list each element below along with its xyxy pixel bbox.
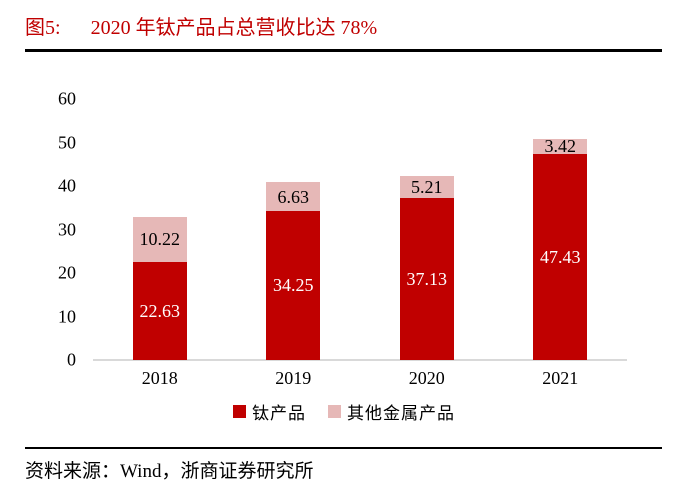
bar-segment-label: 10.22 (139, 229, 181, 250)
bar-segment: 5.21 (399, 175, 454, 199)
x-axis-label: 2019 (275, 368, 312, 388)
figure-title-text: 2020 年钛产品占总营收比达 78% (90, 17, 378, 39)
bar-segment-label: 47.43 (540, 246, 581, 267)
bar-segment: 6.63 (266, 182, 321, 211)
x-axis-label: 2020 (408, 368, 445, 388)
bar-segment: 47.43 (533, 153, 588, 360)
bar-segment-label: 37.13 (406, 269, 448, 290)
bar-segment-label: 6.63 (277, 186, 310, 207)
legend-label: 钛产品 (252, 403, 306, 423)
bar-segment-label: 3.42 (544, 136, 577, 157)
legend-item: 钛产品 (233, 399, 306, 424)
y-axis-tick-label: 30 (58, 219, 76, 239)
source-divider (25, 447, 662, 449)
bar-segment: 10.22 (132, 217, 187, 262)
y-axis-tick-label: 40 (58, 175, 76, 196)
title-underline (25, 49, 662, 52)
x-axis-label: 2018 (141, 368, 178, 388)
y-axis-tick-label: 20 (58, 262, 76, 283)
legend-swatch (233, 404, 246, 418)
bar-segment-label: 34.25 (273, 275, 314, 296)
x-axis-label: 2021 (542, 368, 579, 388)
stacked-bar-chart: 0 10 20 30 40 50 60 22.63 10.22 34.25 6.63 37.13 5.… (0, 60, 688, 400)
legend-swatch (328, 404, 341, 418)
bar-segment-label: 22.63 (139, 300, 181, 321)
y-axis-tick-label: 50 (58, 132, 76, 152)
y-axis-tick-label: 10 (58, 306, 76, 326)
chart-legend: 钛产品 其他金属产品 (0, 398, 688, 424)
legend-item: 其他金属产品 (328, 399, 455, 424)
figure-title: 图5: 2020 年钛产品占总营收比达 78% (25, 11, 377, 40)
legend-label: 其他金属产品 (347, 403, 455, 423)
bar-segment: 3.42 (533, 136, 588, 157)
x-axis-baseline (93, 359, 627, 361)
y-axis-tick-label: 0 (67, 349, 76, 370)
bar-segment: 34.25 (266, 211, 321, 360)
source-text: 资料来源：Wind，浙商证券研究所 (25, 461, 314, 482)
y-axis-tick-label: 60 (58, 88, 76, 109)
figure-number-label: 图5: (25, 17, 61, 39)
bar-segment-label: 5.21 (411, 177, 443, 198)
bar-segment: 22.63 (132, 261, 187, 360)
bar-segment: 37.13 (399, 198, 454, 360)
